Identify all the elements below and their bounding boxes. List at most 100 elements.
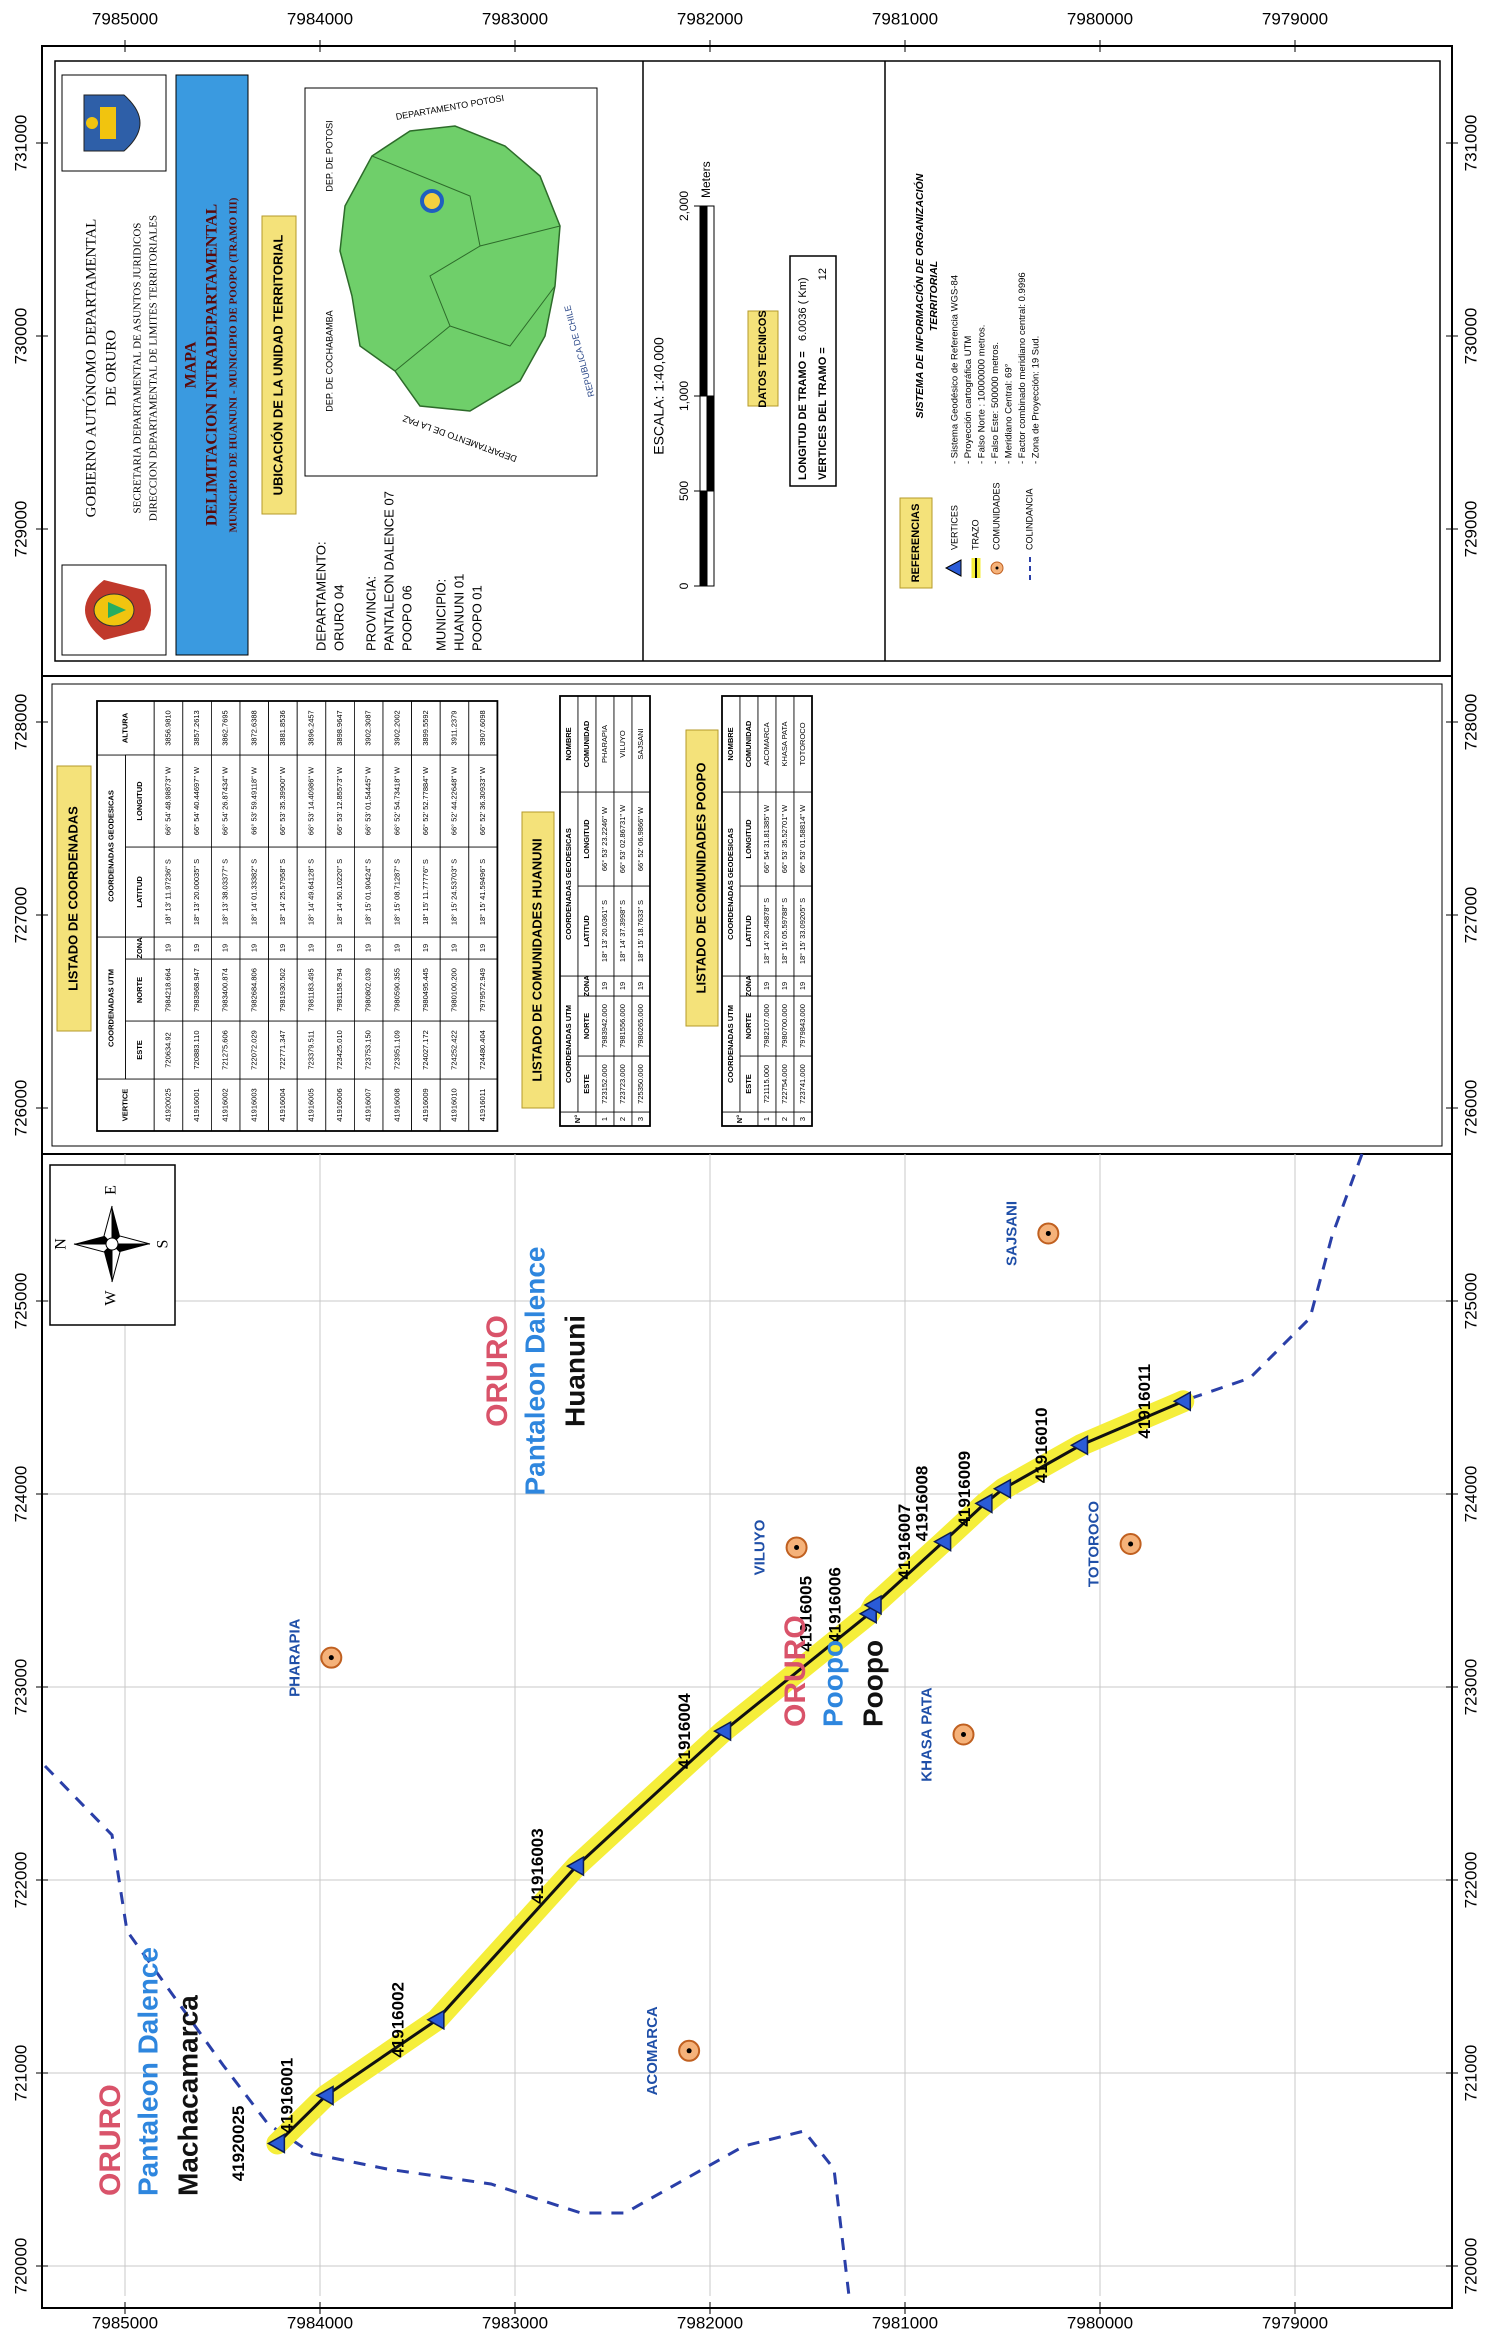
table-text: 66° 53' 59.49118" W	[249, 766, 258, 835]
table-header: COORDENADAS GEODESICAS	[564, 828, 573, 940]
vertex-label: 41916010	[1032, 1407, 1051, 1483]
section-label-box	[261, 215, 297, 515]
section-label-box	[747, 310, 779, 407]
scale-label: 0	[677, 582, 691, 589]
landscape-sheet: N S E W GOBIERNO AUTÓNOMO DEPARTAMENTAL …	[11, 9, 1480, 2332]
map-labels: 41920025 41916001 41916002 41916003 41916004…	[94, 1201, 1154, 2196]
table-text: 7980495.445	[421, 968, 430, 1012]
table-text: 723425.010	[335, 1030, 344, 1070]
scale-label: 500	[677, 481, 691, 501]
scale-segment	[706, 490, 715, 587]
table-header: LONGITUD	[582, 819, 591, 859]
table-text: 19	[335, 944, 344, 952]
table-text: 3911.2379	[449, 711, 458, 746]
technical-box	[789, 255, 837, 487]
table-header: ZONA	[744, 975, 753, 997]
institution: GOBIERNO AUTÓNOMO DEPARTAMENTAL	[82, 219, 99, 518]
institution: DE ORURO	[103, 330, 119, 406]
table-text: 7981556.000	[618, 1004, 627, 1048]
easting-label: 729000	[11, 501, 30, 558]
northing-label: 7984000	[287, 2313, 353, 2332]
section-label: DATOS TECNICOS	[757, 310, 769, 407]
table-text: 66° 52' 36.30933" W	[478, 766, 487, 835]
scale-segment	[699, 395, 708, 492]
easting-label: 724000	[1461, 1466, 1480, 1523]
table-text: 41916005	[306, 1088, 315, 1121]
table-header: NOMBRE	[726, 727, 735, 760]
community-label: PHARAPIA	[286, 1618, 303, 1697]
table-header: N°	[573, 1115, 582, 1123]
reference-system: SISTEMA DE INFORMACIÓN DE ORGANIZACIÓN TE…	[913, 173, 1042, 464]
table-text: 19	[306, 944, 315, 952]
table-text: 7981158.794	[335, 968, 344, 1011]
table-text: 7983968.947	[192, 968, 201, 1012]
table-text: 7980100.200	[449, 968, 458, 1012]
table-text: 66° 53' 35.52701" W	[780, 804, 789, 873]
table-text: 66° 53' 02.86731" W	[618, 804, 627, 873]
table-header: ALTURA	[121, 712, 130, 743]
table-header: COORDENADAS UTM	[106, 969, 115, 1047]
table-text: 723741.000	[798, 1064, 807, 1104]
table-text: 3	[798, 1117, 807, 1121]
community-dot	[1045, 1230, 1051, 1236]
easting-label: 727000	[1461, 887, 1480, 944]
table-text: 18° 15' 24.53703" S	[449, 859, 458, 925]
table-header: LONGITUD	[135, 781, 144, 821]
legend-label: VERTICES	[949, 505, 959, 550]
table-text: 18° 15' 33.09205" S	[798, 898, 807, 964]
table-text: 3902.2002	[392, 710, 401, 745]
tables-frame	[51, 683, 1443, 1147]
region-department: ORURO	[779, 1615, 812, 1727]
table-text: 66° 54' 26.87434" W	[221, 766, 230, 835]
system-item: - Meridiano Central: 69°	[1004, 363, 1015, 464]
easting-label: 726000	[11, 1080, 30, 1137]
table-header: LATITUD	[582, 915, 591, 947]
table-text: 723379.511	[306, 1030, 315, 1069]
northing-label: 7981000	[872, 2313, 938, 2332]
system-item: - Sistema Geodésico de Referencia WGS-84	[950, 275, 961, 464]
table-text: 41916010	[449, 1088, 458, 1121]
system-title: TERRITORIAL	[928, 261, 940, 331]
table-text: 724027.172	[421, 1030, 430, 1070]
scale-label: 1,000	[677, 381, 691, 411]
region-municipality: Machacamarca	[172, 1995, 203, 2196]
table-text: 66° 52' 44.22648" W	[449, 766, 458, 835]
table-text: 7980265.000	[636, 1004, 645, 1048]
legend-frame	[54, 60, 1441, 662]
admin-text: PROVINCIA:	[363, 576, 378, 651]
vertex	[992, 1478, 1012, 1500]
location-marker	[420, 189, 444, 213]
table-header: ESTE	[744, 1074, 753, 1094]
community-label: SAJSANI	[1003, 1201, 1020, 1266]
northing-label: 7984000	[287, 9, 353, 28]
northing-label: 7979000	[1262, 9, 1328, 28]
table-text: 18° 14' 37.3998" S	[618, 900, 627, 962]
table-text: ACOMARCA	[762, 722, 771, 765]
vertex	[933, 1531, 952, 1552]
admin-info: DEPARTAMENTO: ORURO 04 PROVINCIA: PANTALEON…	[313, 491, 484, 651]
table-header: COMUNIDAD	[582, 720, 591, 767]
table-border	[721, 695, 813, 1127]
easting-label: 729000	[1461, 501, 1480, 558]
community-dot	[328, 1655, 334, 1661]
table-text: 18° 14' 49.64128" S	[306, 859, 315, 925]
table-text: 66° 52' 54.73418" W	[392, 766, 401, 835]
table-text: SAJSANI	[636, 728, 645, 759]
easting-label: 727000	[11, 887, 30, 944]
table-text: 18° 13' 20.0361" S	[600, 900, 609, 962]
region-municipality: Huanuni	[559, 1315, 590, 1427]
table-text: 18° 14' 50.10220" S	[335, 859, 344, 925]
scale-segment	[699, 490, 708, 587]
table-text: 66° 53' 35.39900" W	[278, 766, 287, 835]
northing-label: 7980000	[1067, 2313, 1133, 2332]
table-text: 18° 15' 18.7633" S	[636, 900, 645, 962]
vertex-label: 41916005	[797, 1576, 816, 1652]
inset-label: DEP. DE COCHABAMBA	[324, 310, 334, 411]
table-text: 7983400.874	[221, 968, 230, 1012]
table-text: 7980802.039	[364, 968, 373, 1012]
table-text: 3857.2613	[192, 710, 201, 745]
table-text: 19	[421, 944, 430, 952]
table-header: ZONA	[135, 937, 144, 959]
vertex	[315, 2085, 334, 2106]
